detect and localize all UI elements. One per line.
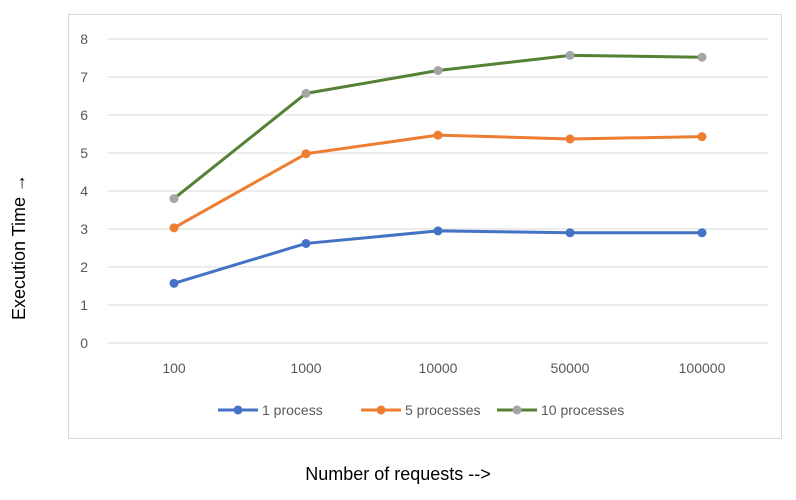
legend-swatch-marker [376, 405, 386, 415]
series-2 [169, 130, 707, 233]
chart-frame [68, 14, 782, 439]
series-line [173, 229, 702, 285]
data-point [169, 223, 179, 233]
data-point [301, 149, 311, 159]
legend-item: 10 processes [497, 402, 624, 418]
data-point [301, 88, 311, 98]
data-point [169, 194, 179, 204]
y-tick-label: 4 [80, 183, 88, 199]
legend-label: 10 processes [541, 402, 624, 418]
legend-label: 1 process [262, 402, 323, 418]
x-axis-title: Number of requests --> [305, 464, 491, 484]
y-axis-ticks: 0 1 2 3 4 5 6 7 8 [80, 31, 88, 351]
data-point [697, 132, 707, 142]
y-tick-label: 1 [80, 297, 88, 313]
x-tick-label: 100 [162, 360, 186, 376]
gridlines [108, 38, 768, 344]
data-point [433, 130, 443, 140]
legend-swatch-marker [233, 405, 243, 415]
y-tick-label: 0 [80, 335, 88, 351]
data-point [565, 50, 575, 60]
legend-item: 5 processes [361, 402, 480, 418]
x-tick-label: 1000 [290, 360, 321, 376]
data-point [169, 278, 179, 288]
series-line [173, 133, 703, 230]
x-tick-label: 50000 [551, 360, 590, 376]
legend-swatch-marker [512, 405, 522, 415]
y-tick-label: 5 [80, 145, 88, 161]
data-point [565, 134, 575, 144]
y-tick-label: 3 [80, 221, 88, 237]
data-point [565, 228, 575, 238]
x-axis-ticks: 100 1000 10000 50000 100000 [162, 360, 725, 376]
series-1 [169, 226, 707, 288]
legend: 1 process 5 processes 10 processes [218, 402, 624, 418]
series-3 [169, 50, 707, 204]
y-tick-label: 2 [80, 259, 88, 275]
legend-item: 1 process [218, 402, 323, 418]
y-tick-label: 6 [80, 107, 88, 123]
data-point [301, 238, 311, 248]
data-point [697, 52, 707, 62]
legend-label: 5 processes [405, 402, 480, 418]
x-tick-label: 10000 [419, 360, 458, 376]
y-tick-label: 8 [80, 31, 88, 47]
data-point [433, 66, 443, 76]
data-point [697, 228, 707, 238]
data-point [433, 226, 443, 236]
series-group [169, 50, 707, 288]
x-tick-label: 100000 [679, 360, 726, 376]
y-tick-label: 7 [80, 69, 88, 85]
